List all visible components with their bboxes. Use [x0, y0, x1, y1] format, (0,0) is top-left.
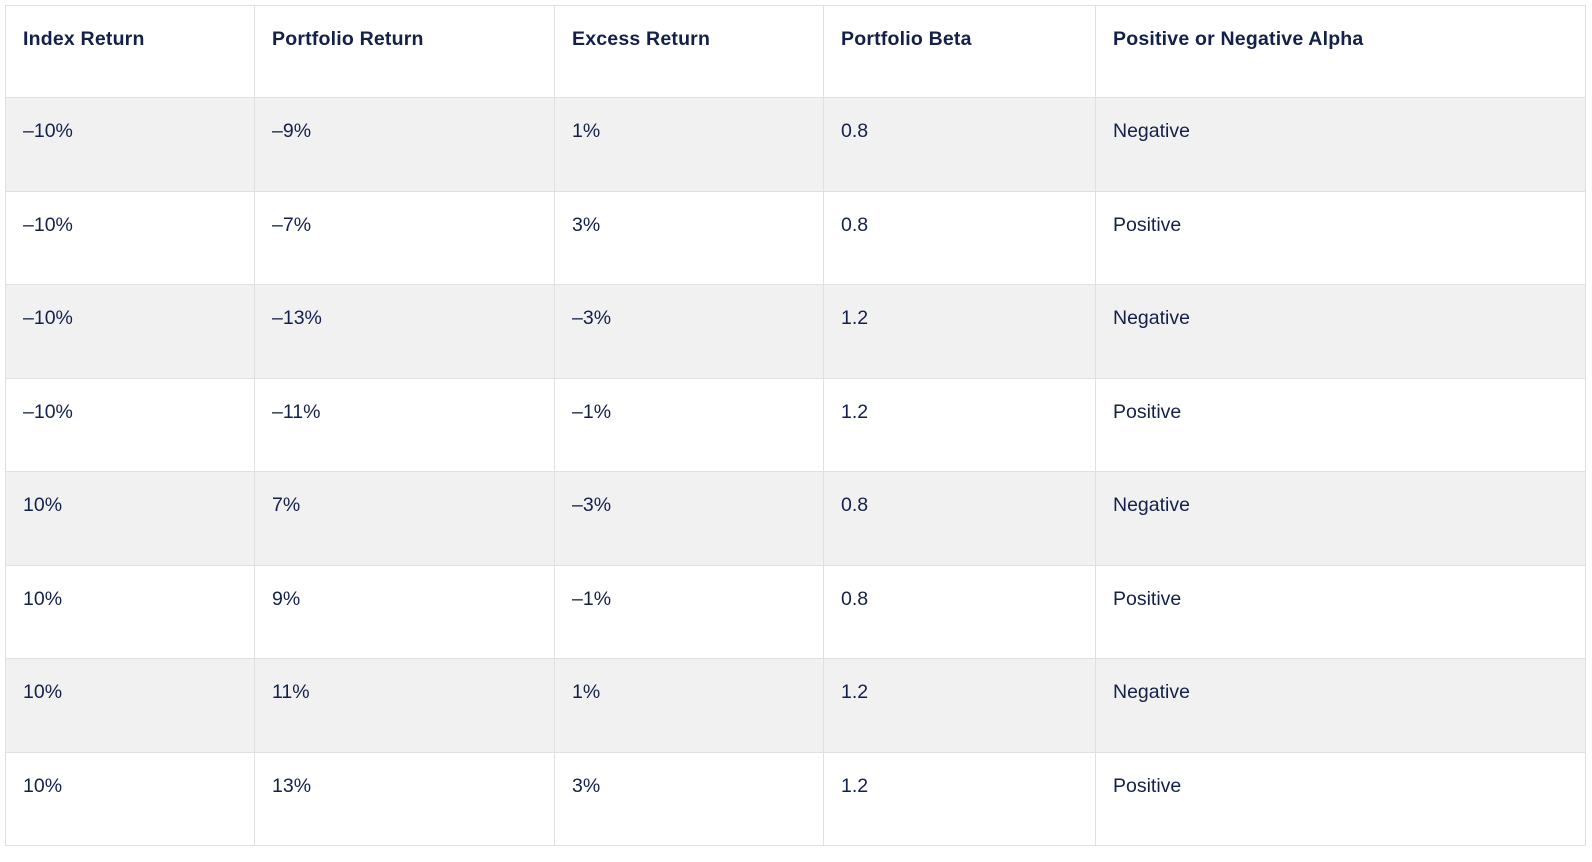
column-header-excess-return: Excess Return — [554, 5, 824, 98]
column-header-index-return: Index Return — [5, 5, 255, 98]
table-cell: –1% — [554, 564, 824, 659]
table-cell: 1% — [554, 97, 824, 192]
table-cell: –1% — [554, 377, 824, 472]
table-cell: 9% — [254, 564, 555, 659]
table-cell: 1% — [554, 658, 824, 753]
table-cell: Positive — [1095, 564, 1586, 659]
table-cell: 10% — [5, 564, 255, 659]
table-cell: 10% — [5, 751, 255, 846]
table-cell: Negative — [1095, 97, 1586, 192]
table-cell: 0.8 — [823, 190, 1096, 285]
table-cell: –10% — [5, 284, 255, 379]
table-row: 10% 9% –1% 0.8 Positive — [5, 564, 1586, 659]
table-cell: 1.2 — [823, 377, 1096, 472]
table-header: Index Return Portfolio Return Excess Ret… — [5, 5, 1586, 98]
table-row: –10% –9% 1% 0.8 Negative — [5, 97, 1586, 192]
table-header-row: Index Return Portfolio Return Excess Ret… — [5, 5, 1586, 98]
table-row: 10% 13% 3% 1.2 Positive — [5, 751, 1586, 846]
table-cell: 10% — [5, 471, 255, 566]
table-cell: –10% — [5, 190, 255, 285]
table-cell: 1.2 — [823, 284, 1096, 379]
column-header-portfolio-beta: Portfolio Beta — [823, 5, 1096, 98]
table-cell: –3% — [554, 471, 824, 566]
table-cell: Negative — [1095, 471, 1586, 566]
table-cell: Positive — [1095, 190, 1586, 285]
table-row: –10% –7% 3% 0.8 Positive — [5, 190, 1586, 285]
table-cell: Positive — [1095, 377, 1586, 472]
table-row: –10% –11% –1% 1.2 Positive — [5, 377, 1586, 472]
table-cell: 0.8 — [823, 564, 1096, 659]
column-header-portfolio-return: Portfolio Return — [254, 5, 555, 98]
table-cell: –10% — [5, 377, 255, 472]
table-cell: 3% — [554, 190, 824, 285]
table-cell: 1.2 — [823, 751, 1096, 846]
table-cell: –7% — [254, 190, 555, 285]
table-cell: –13% — [254, 284, 555, 379]
alpha-scenarios-table: Index Return Portfolio Return Excess Ret… — [5, 5, 1586, 846]
table-cell: –9% — [254, 97, 555, 192]
table-row: 10% 11% 1% 1.2 Negative — [5, 658, 1586, 753]
table-cell: Negative — [1095, 284, 1586, 379]
table-cell: Positive — [1095, 751, 1586, 846]
alpha-scenarios-table-container: Index Return Portfolio Return Excess Ret… — [5, 5, 1586, 846]
table-cell: 1.2 — [823, 658, 1096, 753]
table-cell: 10% — [5, 658, 255, 753]
table-cell: –10% — [5, 97, 255, 192]
table-cell: 0.8 — [823, 471, 1096, 566]
table-cell: 11% — [254, 658, 555, 753]
table-cell: –11% — [254, 377, 555, 472]
table-body: –10% –9% 1% 0.8 Negative –10% –7% 3% 0.8 Positive… — [5, 97, 1586, 846]
table-cell: 7% — [254, 471, 555, 566]
table-cell: 3% — [554, 751, 824, 846]
table-cell: Negative — [1095, 658, 1586, 753]
table-cell: –3% — [554, 284, 824, 379]
table-row: –10% –13% –3% 1.2 Negative — [5, 284, 1586, 379]
table-cell: 0.8 — [823, 97, 1096, 192]
table-row: 10% 7% –3% 0.8 Negative — [5, 471, 1586, 566]
column-header-alpha-sign: Positive or Negative Alpha — [1095, 5, 1586, 98]
table-cell: 13% — [254, 751, 555, 846]
